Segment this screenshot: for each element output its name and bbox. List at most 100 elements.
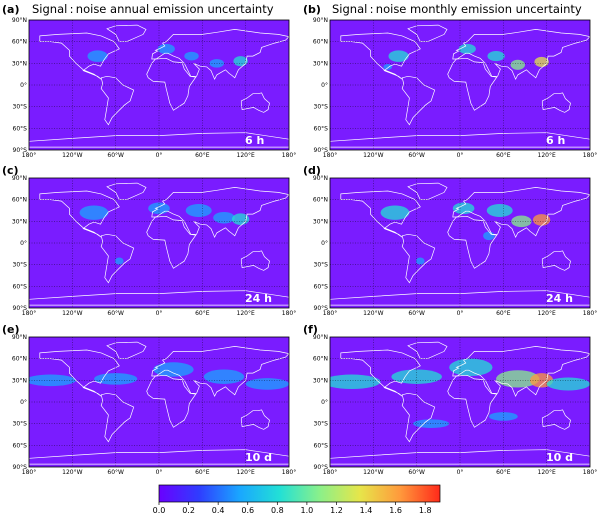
x-tick-label: 180° bbox=[583, 469, 597, 476]
y-tick-label: 90°S bbox=[314, 147, 329, 154]
x-tick-label: 60°E bbox=[195, 310, 210, 317]
x-tick-label: 60°W bbox=[107, 310, 124, 317]
emission-hotspot bbox=[388, 50, 409, 62]
coastline bbox=[407, 24, 448, 43]
coastline bbox=[39, 349, 120, 397]
x-tick-label: 180° bbox=[282, 469, 296, 476]
colorbar-tick-label: 1.2 bbox=[330, 506, 343, 515]
x-tick-label: 60°E bbox=[496, 469, 511, 476]
y-tick-label: 90°S bbox=[314, 464, 329, 471]
map-frame bbox=[28, 177, 290, 309]
colorbar-ticks: 0.0 0.2 0.4 0.6 0.8 1.0 1.2 1.4 1.6 1.8 bbox=[153, 502, 432, 515]
emission-hotspot bbox=[29, 374, 76, 387]
x-tick-label: 120°W bbox=[363, 310, 383, 317]
emission-hotspot bbox=[496, 370, 540, 388]
x-tick-label: 0° bbox=[457, 152, 464, 159]
time-label: 6 h bbox=[546, 134, 565, 147]
emission-hotspot bbox=[415, 257, 425, 265]
emission-hotspot bbox=[79, 205, 109, 220]
y-tick-label: 30°S bbox=[13, 104, 28, 111]
coastline bbox=[447, 374, 498, 428]
y-tick-label: 0° bbox=[20, 399, 27, 406]
x-tick-label: 180° bbox=[22, 469, 36, 476]
y-tick-label: 0° bbox=[321, 240, 328, 247]
map-frame bbox=[28, 336, 290, 468]
y-tick-label: 0° bbox=[20, 240, 27, 247]
x-tick-label: 120°E bbox=[237, 469, 255, 476]
y-tick-label: 30°S bbox=[314, 104, 329, 111]
coastline bbox=[401, 392, 436, 443]
emission-hotspot bbox=[185, 204, 212, 217]
coastline bbox=[100, 392, 135, 443]
emission-hotspot bbox=[233, 56, 248, 67]
x-tick-label: 0° bbox=[457, 469, 464, 476]
x-tick-label: 60°W bbox=[107, 152, 124, 159]
coastline bbox=[447, 57, 498, 111]
emission-hotspot bbox=[203, 369, 245, 384]
coastline bbox=[100, 233, 135, 284]
coastline bbox=[146, 374, 197, 428]
coastline bbox=[447, 215, 498, 269]
time-label: 10 d bbox=[546, 451, 573, 464]
coastline bbox=[106, 24, 147, 43]
emission-hotspot bbox=[184, 51, 199, 61]
colorbar-gradient bbox=[158, 484, 441, 503]
panel-letter: (c) bbox=[2, 164, 19, 177]
column-title-left: Signal : noise annual emission uncertain… bbox=[32, 2, 274, 16]
coastline bbox=[541, 92, 571, 113]
x-tick-label: 60°W bbox=[408, 152, 425, 159]
emission-hotspot bbox=[487, 51, 505, 62]
y-tick-label: 90°S bbox=[13, 147, 28, 154]
x-tick-label: 60°E bbox=[195, 152, 210, 159]
y-tick-label: 30°N bbox=[313, 218, 328, 225]
x-tick-label: 180° bbox=[323, 310, 337, 317]
coastline bbox=[29, 449, 289, 465]
x-tick-label: 0° bbox=[156, 152, 163, 159]
y-tick-label: 90°S bbox=[13, 464, 28, 471]
x-tick-label: 120°E bbox=[538, 310, 556, 317]
coastline bbox=[100, 75, 135, 126]
coastline bbox=[39, 190, 120, 238]
emission-hotspot bbox=[330, 374, 381, 389]
coastline bbox=[452, 187, 590, 239]
emission-hotspot bbox=[213, 211, 235, 224]
x-tick-label: 0° bbox=[156, 310, 163, 317]
coastline bbox=[29, 132, 289, 148]
x-tick-label: 60°W bbox=[107, 469, 124, 476]
x-tick-label: 60°E bbox=[496, 310, 511, 317]
y-tick-label: 30°S bbox=[314, 421, 329, 428]
panel-letter: (a) bbox=[2, 3, 19, 16]
y-tick-label: 60°S bbox=[314, 125, 329, 132]
x-tick-label: 60°W bbox=[408, 310, 425, 317]
emission-hotspot bbox=[114, 257, 124, 265]
emission-hotspot bbox=[153, 362, 194, 377]
coastline bbox=[151, 187, 289, 239]
y-tick-label: 90°N bbox=[12, 334, 27, 341]
colorbar: 0.0 0.2 0.4 0.6 0.8 1.0 1.2 1.4 1.6 1.8 bbox=[153, 484, 441, 515]
y-tick-label: 60°N bbox=[313, 356, 328, 363]
emission-hotspot bbox=[511, 215, 532, 228]
x-tick-label: 180° bbox=[22, 310, 36, 317]
coastline bbox=[330, 449, 590, 465]
coastline bbox=[151, 346, 289, 398]
y-tick-label: 90°N bbox=[313, 334, 328, 341]
x-tick-label: 0° bbox=[156, 469, 163, 476]
colorbar-tick-label: 0.2 bbox=[182, 506, 195, 515]
map-frame bbox=[329, 177, 591, 309]
emission-hotspot bbox=[449, 358, 493, 377]
y-tick-label: 30°S bbox=[314, 262, 329, 269]
coastline bbox=[401, 75, 436, 126]
coastline bbox=[240, 409, 270, 430]
coastline bbox=[541, 250, 571, 271]
colorbar-tick-label: 0.4 bbox=[212, 506, 225, 515]
emission-hotspot bbox=[245, 378, 289, 390]
y-tick-label: 30°N bbox=[12, 218, 27, 225]
coastline bbox=[151, 29, 289, 81]
time-label: 24 h bbox=[546, 292, 573, 305]
emission-hotspot bbox=[483, 231, 495, 241]
x-tick-label: 120°W bbox=[363, 469, 383, 476]
